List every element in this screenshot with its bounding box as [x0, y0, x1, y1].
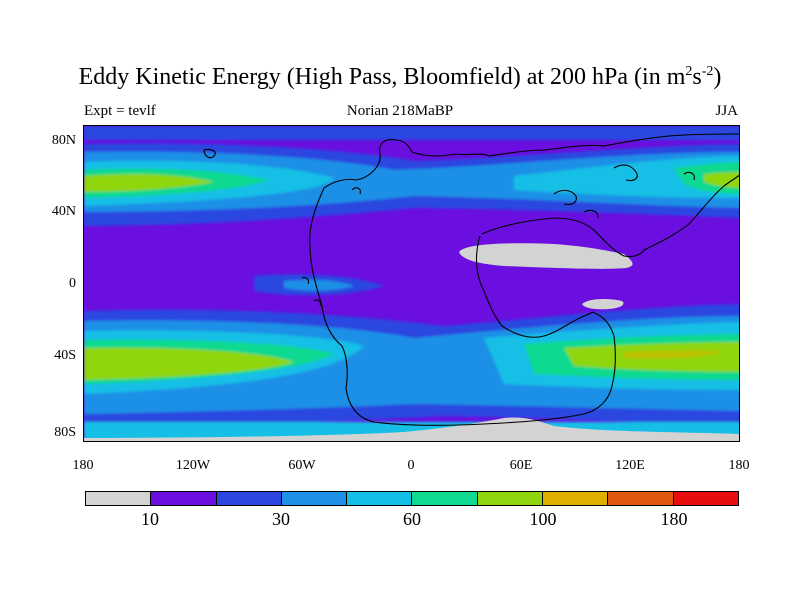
season-label: JJA — [715, 103, 738, 119]
field-polar-north — [84, 126, 739, 140]
lon-tick-180e: 180 — [728, 458, 750, 473]
colorbar-box — [151, 492, 217, 505]
field-nh-band-80-west — [84, 174, 214, 192]
colorbar-box — [608, 492, 674, 505]
colorbar-label: 100 — [529, 509, 557, 529]
lon-tick-60e: 60E — [509, 458, 533, 473]
colorbar-box — [412, 492, 478, 505]
colorbar-box — [347, 492, 413, 505]
colorbar-box — [477, 492, 544, 505]
lon-tick-60w: 60W — [288, 458, 316, 473]
missing-region-equatorial — [582, 299, 624, 310]
lat-tick-40s: 40S — [54, 348, 76, 363]
lon-tick-120e: 120E — [615, 458, 645, 473]
field-sh-band-100-east — [624, 350, 724, 359]
colorbar-box — [673, 492, 738, 505]
colorbar-label: 60 — [403, 509, 421, 529]
colorbar-box — [281, 492, 348, 505]
colorbar — [85, 491, 739, 506]
colorbar-box — [86, 492, 152, 505]
coastlines — [203, 133, 739, 426]
period-label: Norian 218MaBP — [346, 103, 454, 119]
field-tropics-west-core — [284, 279, 354, 291]
missing-region-antarctic — [84, 417, 739, 441]
field-sh-band-80-west — [84, 347, 294, 380]
colorbar-label: 10 — [141, 509, 159, 529]
lon-tick-180w: 180 — [72, 458, 94, 473]
lat-tick-80s: 80S — [54, 425, 76, 440]
colorbar-box — [543, 492, 609, 505]
lon-tick-120w: 120W — [175, 458, 211, 473]
map-panel — [83, 125, 740, 442]
field-nh-band-50-east — [514, 156, 739, 198]
lat-tick-80n: 80N — [51, 133, 76, 148]
lat-tick-40n: 40N — [51, 204, 76, 219]
plot-title: Eddy Kinetic Energy (High Pass, Bloomfie… — [78, 64, 722, 90]
colorbar-box — [216, 492, 282, 505]
colorbar-label: 180 — [660, 509, 688, 529]
colorbar-label: 30 — [272, 509, 290, 529]
missing-region-north — [459, 243, 633, 269]
experiment-label: Expt = tevlf — [84, 103, 156, 119]
map-canvas — [84, 126, 739, 441]
lat-tick-0: 0 — [69, 276, 76, 291]
field-nh-band-80-east — [704, 172, 739, 188]
lon-tick-0: 0 — [407, 458, 415, 473]
